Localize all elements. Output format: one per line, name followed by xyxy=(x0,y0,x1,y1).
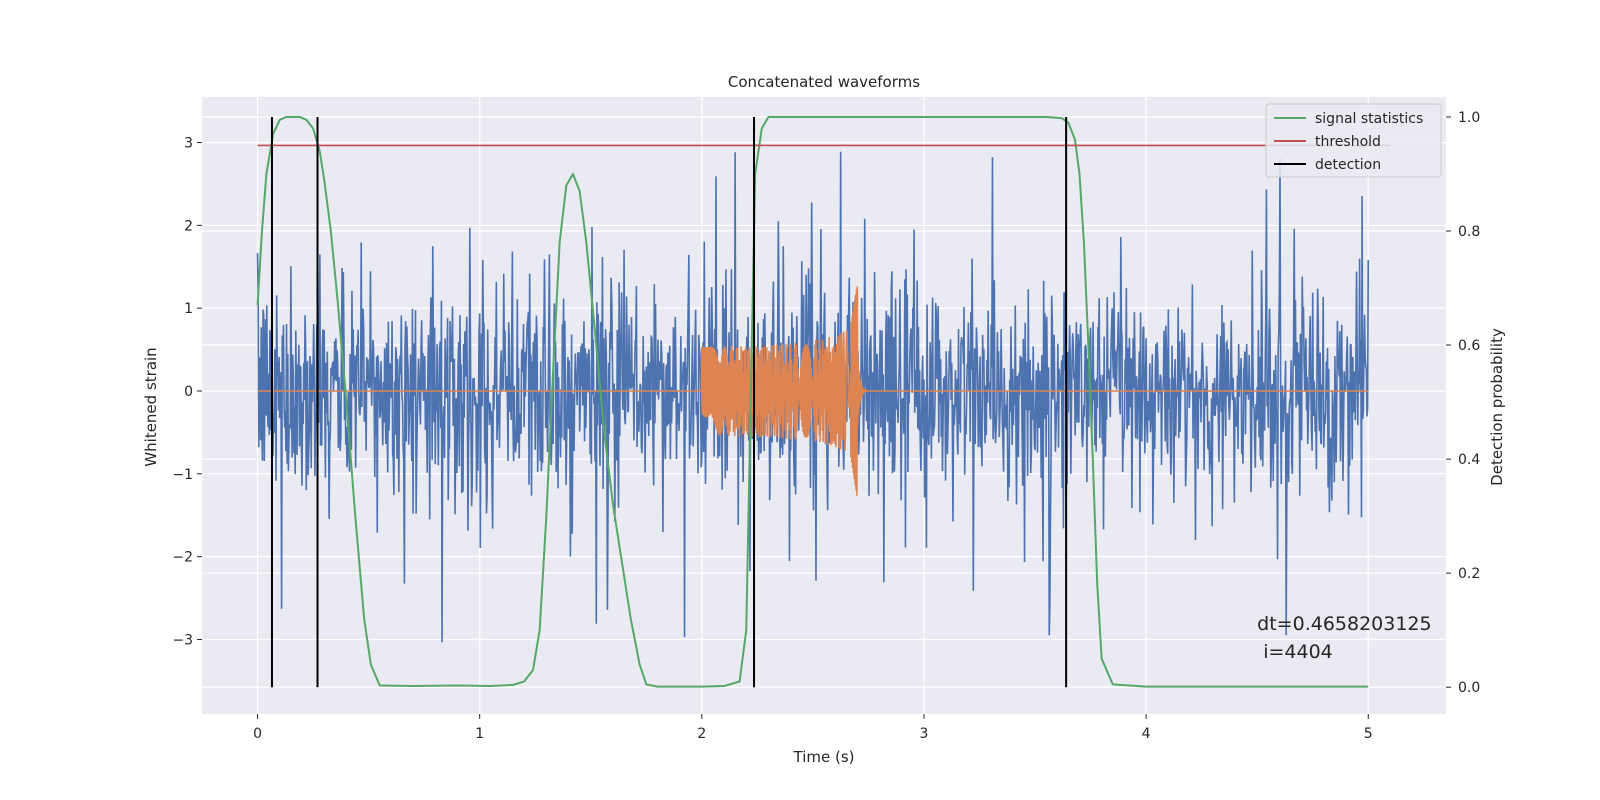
legend-label: threshold xyxy=(1315,134,1381,150)
y-tick-label: 0 xyxy=(184,384,193,400)
x-tick-label: 3 xyxy=(920,726,929,742)
y-right-tick-label: 0.8 xyxy=(1458,224,1480,240)
x-tick-label: 5 xyxy=(1364,726,1373,742)
x-tick-label: 2 xyxy=(697,726,706,742)
annotation: dt=0.4658203125 i=4404 xyxy=(1257,613,1431,663)
y-tick-label: −1 xyxy=(172,467,193,483)
series-layer xyxy=(256,115,1391,688)
annotation-dt: dt=0.4658203125 xyxy=(1257,613,1431,635)
y-tick-label: −2 xyxy=(172,550,193,566)
y-right-tick-label: 0.4 xyxy=(1458,452,1480,468)
strain-series-line xyxy=(256,151,1370,643)
legend-label: signal statistics xyxy=(1315,111,1423,127)
legend-box xyxy=(1265,103,1442,178)
axes-layer: 0 1 2 3 4 5 −3 −2 −1 0 1 2 3 0.0 0.2 0.4 0.6 0.8 1.0 xyxy=(172,110,1480,742)
x-axis-label: Time (s) xyxy=(793,748,855,766)
x-tick-label: 0 xyxy=(253,726,262,742)
y-tick-label: −3 xyxy=(172,632,193,648)
y-right-tick-label: 1.0 xyxy=(1458,110,1480,126)
y-axis-label: Whitened strain xyxy=(142,347,160,466)
signal-statistics-line xyxy=(256,115,1369,688)
y-tick-label: 2 xyxy=(184,218,193,234)
legend: signal statistics threshold detection xyxy=(1265,103,1442,178)
chart-title: Concatenated waveforms xyxy=(728,73,920,91)
y-right-tick-label: 0.0 xyxy=(1458,680,1480,696)
x-tick-label: 4 xyxy=(1142,726,1151,742)
y-tick-label: 3 xyxy=(184,136,193,152)
injection-series-line xyxy=(257,286,1369,496)
annotation-index: i=4404 xyxy=(1257,641,1333,663)
legend-label: detection xyxy=(1315,157,1381,173)
y-right-tick-label: 0.2 xyxy=(1458,566,1480,582)
y-tick-label: 1 xyxy=(184,301,193,317)
y-right-tick-label: 0.6 xyxy=(1458,338,1480,354)
x-tick-label: 1 xyxy=(475,726,484,742)
y-axis-label-right: Detection probability xyxy=(1488,328,1506,486)
